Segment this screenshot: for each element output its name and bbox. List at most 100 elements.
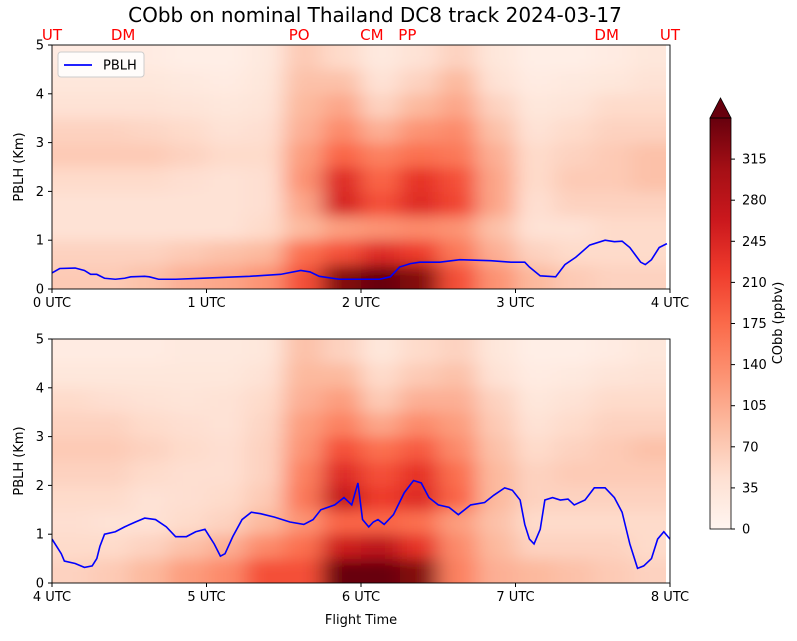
heatmap-cell [52,412,92,438]
heatmap-cell [245,215,285,241]
heatmap-cell [438,45,478,70]
heatmap-cell [438,215,478,241]
heatmap-cell [52,142,92,168]
heatmap [52,45,670,289]
heatmap-cell [283,167,323,192]
location-marker-label: CM [360,26,383,44]
heatmap-cell [592,436,632,462]
heatmap-cell [283,558,323,583]
heatmap-cell [206,485,246,511]
heatmap-cell [245,118,285,144]
x-tick-label: 4 UTC [33,590,71,605]
heatmap-cell [206,167,246,192]
heatmap-cell [361,339,401,364]
heatmap-cell [515,215,555,241]
bottom-panel: 4 UTC 5 UTC 6 UTC 7 UTC 8 UTC 0 1 2 3 4 5 PBLH (Km) [12,333,689,606]
heatmap-cell [206,461,246,486]
heatmap-cell [322,461,362,486]
heatmap-cell [361,485,401,511]
heatmap-cell [322,436,362,462]
heatmap-cell [52,558,92,583]
heatmap-cell [322,45,362,70]
heatmap-cell [476,412,516,438]
heatmap-cell [361,387,401,413]
y-tick-label: 4 [36,381,44,396]
heatmap-cell [361,412,401,438]
legend-box [57,51,145,78]
heatmap-cell [245,45,285,70]
legend-label: PBLH [103,59,137,74]
heatmap-cell [438,118,478,144]
heatmap-cell [206,191,246,217]
heatmap-cell [361,45,401,70]
heatmap-cell [438,412,478,438]
heatmap-cell [476,191,516,217]
heatmap-cell [592,264,632,289]
x-tick-label: 7 UTC [496,590,534,605]
heatmap-cell [90,461,130,486]
colorbar-bar [710,118,731,529]
heatmap-cell [52,339,92,364]
heatmap-cell [592,191,632,217]
heatmap-cell [90,93,130,119]
x-tick-label: 8 UTC [651,590,689,605]
y-tick-label: 3 [36,136,44,151]
heatmap-cell [283,534,323,560]
heatmap-cell [631,264,670,289]
heatmap-cell [90,509,130,535]
y-tick-label: 2 [36,479,44,494]
heatmap-cell [322,142,362,168]
location-marker-label: DM [111,26,136,44]
heatmap-cell [554,142,594,168]
heatmap-cell [129,339,169,364]
x-tick-label: 1 UTC [187,296,225,311]
heatmap-cell [52,509,92,535]
heatmap-cell [515,509,555,535]
heatmap-cell [129,167,169,192]
heatmap-cell [554,558,594,583]
heatmap-cell [515,69,555,95]
heatmap-cell [592,363,632,389]
heatmap-cell [515,191,555,217]
heatmap-cell [631,558,670,583]
x-tick-label: 5 UTC [187,590,225,605]
heatmap-cell [129,558,169,583]
heatmap-cell [592,339,632,364]
heatmap-cell [631,118,670,144]
heatmap-cell [592,485,632,511]
top-panel: 0 UTC 1 UTC 2 UTC 3 UTC 4 UTC 0 1 2 3 4 5 PBLH (Km)… [12,26,689,311]
heatmap-cell [283,118,323,144]
heatmap-cell [554,264,594,289]
plot-area [52,339,670,583]
heatmap-cell [322,509,362,535]
heatmap-cell [554,534,594,560]
heatmap-cell [129,534,169,560]
plot-area [52,45,670,289]
heatmap-cell [554,412,594,438]
heatmap-cell [52,264,92,289]
location-marker-label: UT [660,26,681,44]
heatmap-cell [399,485,439,511]
heatmap-cell [167,167,207,192]
heatmap-cell [631,436,670,462]
colorbar-extend-triangle [709,97,732,119]
heatmap-cell [361,461,401,486]
heatmap-cell [245,167,285,192]
colorbar: CObb (ppbv) 0 35 70 105 140 175 210 245 280 315 [709,97,786,538]
colorbar-tick-label: 280 [742,194,767,209]
heatmap-cell [206,339,246,364]
heatmap-cell [283,264,323,289]
heatmap-cell [515,436,555,462]
heatmap-cell [52,191,92,217]
heatmap-cell [283,191,323,217]
heatmap-cell [129,461,169,486]
heatmap-cell [399,167,439,192]
heatmap-cell [592,93,632,119]
y-tick-label: 2 [36,185,44,200]
heatmap-cell [52,118,92,144]
heatmap-cell [129,118,169,144]
pblh-line [52,239,668,281]
heatmap-cell [90,118,130,144]
heatmap-cell [438,167,478,192]
